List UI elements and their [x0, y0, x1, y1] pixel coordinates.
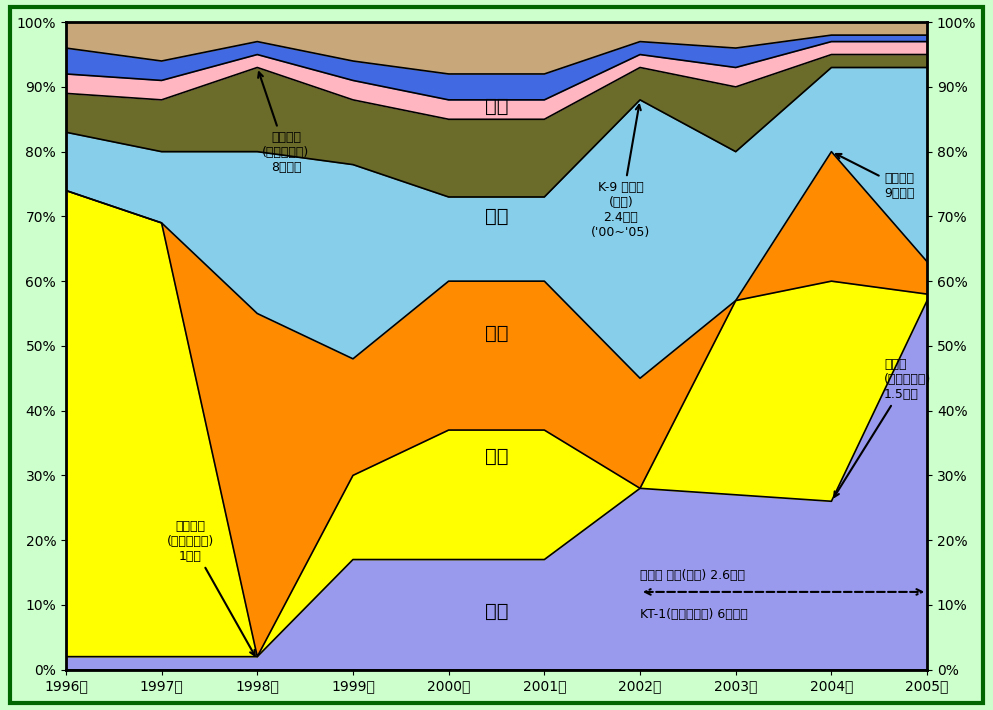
- Text: 화력: 화력: [485, 207, 508, 226]
- Polygon shape: [66, 152, 927, 657]
- Text: 함정: 함정: [485, 447, 508, 466]
- Polygon shape: [66, 42, 927, 119]
- Polygon shape: [66, 22, 927, 74]
- Polygon shape: [66, 190, 927, 657]
- Polygon shape: [66, 300, 927, 670]
- Text: K-9 자주포
(터키)
2.4억불
('00~'05): K-9 자주포 (터키) 2.4억불 ('00~'05): [591, 105, 650, 239]
- Text: 항공: 항공: [485, 602, 508, 621]
- Text: 군용차량
(인도네시아)
8천만불: 군용차량 (인도네시아) 8천만불: [258, 72, 310, 174]
- Polygon shape: [66, 35, 927, 100]
- Polygon shape: [66, 55, 927, 197]
- Text: 전투기 부품(미국) 2.6억불: 전투기 부품(미국) 2.6억불: [640, 569, 745, 582]
- Text: 탄약: 탄약: [485, 324, 508, 342]
- Text: 상륙함
(인도네시아)
1.5억불: 상륙함 (인도네시아) 1.5억불: [834, 358, 931, 497]
- Text: 고폭탄류
9천만불: 고폭탄류 9천만불: [836, 154, 915, 200]
- Text: KT-1(인도네시아) 6천만불: KT-1(인도네시아) 6천만불: [640, 608, 748, 621]
- Text: 기동: 기동: [485, 97, 508, 116]
- Polygon shape: [66, 67, 927, 378]
- Text: 프리기트
(방글라데시)
1억불: 프리기트 (방글라데시) 1억불: [167, 520, 255, 655]
